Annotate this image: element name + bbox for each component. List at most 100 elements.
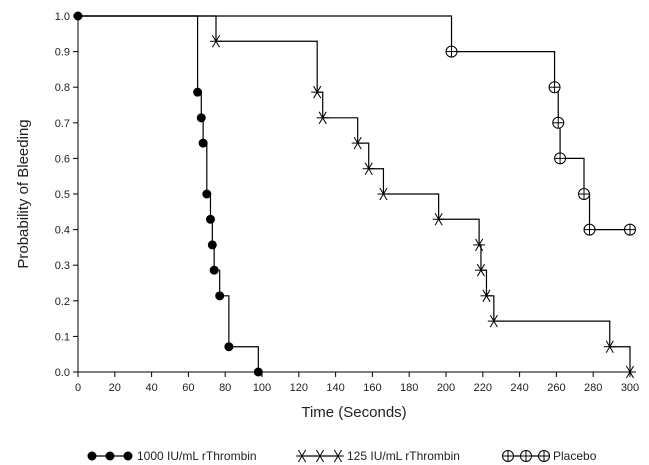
x-tick-label: 160 xyxy=(363,382,381,394)
x-tick-label: 100 xyxy=(253,382,271,394)
data-point xyxy=(311,85,324,99)
data-point xyxy=(624,365,636,379)
data-point xyxy=(198,138,208,148)
data-point xyxy=(196,113,206,123)
plot-area: 0 20 40 60 80 100 120 140 160 180 200 220 240 260 280 3… xyxy=(55,11,639,394)
y-tick-label: 0.1 xyxy=(55,331,70,343)
marker-shape xyxy=(476,263,485,277)
legend-item: 125 IU/mL rThrombin xyxy=(296,449,460,463)
x-tick-label: 20 xyxy=(109,382,121,394)
data-point xyxy=(583,223,596,236)
y-axis-title: Probability of Bleeding xyxy=(15,119,32,268)
marker-shape xyxy=(434,213,443,226)
marker-shape xyxy=(193,87,203,97)
marker-shape xyxy=(215,291,225,301)
marker-shape xyxy=(209,265,219,275)
y-tick-label: 0.2 xyxy=(55,296,70,308)
marker-shape xyxy=(105,451,115,461)
x-tick-label: 220 xyxy=(474,382,492,394)
marker-shape xyxy=(313,85,322,99)
legend-marker xyxy=(314,449,326,463)
data-point xyxy=(210,35,222,48)
y-tick-label: 0.3 xyxy=(55,260,70,272)
x-tick-label: 80 xyxy=(219,382,231,394)
marker-shape xyxy=(353,136,362,150)
y-tick-label: 0.4 xyxy=(55,225,70,237)
marker-shape xyxy=(205,214,215,224)
data-point xyxy=(73,11,83,21)
marker-shape xyxy=(482,289,491,303)
marker-shape xyxy=(198,138,208,148)
data-point xyxy=(603,340,616,353)
y-tick-label: 0.0 xyxy=(55,367,70,379)
y-tick-label: 0.5 xyxy=(55,189,70,201)
x-tick-label: 140 xyxy=(326,382,344,394)
x-tick-label: 180 xyxy=(400,382,418,394)
data-point xyxy=(432,213,445,226)
data-point xyxy=(193,87,203,97)
marker-shape xyxy=(87,451,97,461)
marker-shape xyxy=(73,11,83,21)
x-tick-label: 300 xyxy=(621,382,639,394)
series-line-1 xyxy=(78,15,259,372)
data-point xyxy=(445,45,458,58)
marker-shape xyxy=(123,451,133,461)
marker-shape xyxy=(207,240,217,250)
marker-shape xyxy=(224,342,234,352)
marker-shape xyxy=(489,314,498,328)
legend-marker xyxy=(538,450,550,462)
legend-marker xyxy=(502,450,514,462)
marker-shape xyxy=(333,449,343,463)
y-tick-label: 1.0 xyxy=(55,11,70,23)
x-tick-label: 280 xyxy=(584,382,602,394)
y-tick-label: 0.7 xyxy=(55,118,70,130)
legend-marker xyxy=(520,450,532,462)
legend-marker xyxy=(87,451,97,461)
x-tick-label: 260 xyxy=(547,382,565,394)
data-point xyxy=(473,238,486,252)
data-point xyxy=(377,187,390,201)
marker-shape xyxy=(379,187,388,201)
y-tick-label: 0.6 xyxy=(55,153,70,165)
data-point xyxy=(624,223,636,236)
data-point xyxy=(202,189,212,199)
data-point xyxy=(207,240,217,250)
data-point xyxy=(205,214,215,224)
x-axis-title: Time (Seconds) xyxy=(301,404,406,421)
legend-marker xyxy=(296,449,308,463)
marker-shape xyxy=(211,35,221,48)
marker-shape xyxy=(364,162,373,175)
x-tick-label: 0 xyxy=(75,382,81,394)
data-point xyxy=(253,367,263,377)
data-point xyxy=(480,289,493,303)
legend-marker xyxy=(105,451,115,461)
data-point xyxy=(316,111,329,125)
data-point xyxy=(554,152,567,165)
legend-item: 1000 IU/mL rThrombin xyxy=(87,449,257,463)
x-tick-label: 240 xyxy=(510,382,528,394)
marker-shape xyxy=(605,340,614,353)
legend-item: Placebo xyxy=(502,449,597,463)
marker-shape xyxy=(315,449,325,463)
data-point xyxy=(209,265,219,275)
y-tick-label: 0.8 xyxy=(55,82,70,94)
marker-shape xyxy=(297,449,307,463)
marker-shape xyxy=(196,113,206,123)
data-point xyxy=(362,162,375,175)
legend-marker xyxy=(123,451,133,461)
legend-marker xyxy=(332,449,344,463)
marker-shape xyxy=(202,189,212,199)
data-point xyxy=(552,116,565,129)
legend: 1000 IU/mL rThrombin 125 IU/mL rThrombin P… xyxy=(87,449,597,463)
legend-label: 1000 IU/mL rThrombin xyxy=(137,449,257,463)
x-tick-label: 120 xyxy=(290,382,308,394)
marker-shape xyxy=(475,238,484,252)
data-point xyxy=(578,188,590,200)
data-point xyxy=(548,81,561,94)
x-tick-label: 40 xyxy=(145,382,157,394)
marker-shape xyxy=(318,111,327,125)
marker-shape xyxy=(253,367,263,377)
data-point xyxy=(474,263,487,277)
data-point xyxy=(215,291,225,301)
series-line-2 xyxy=(78,15,631,372)
